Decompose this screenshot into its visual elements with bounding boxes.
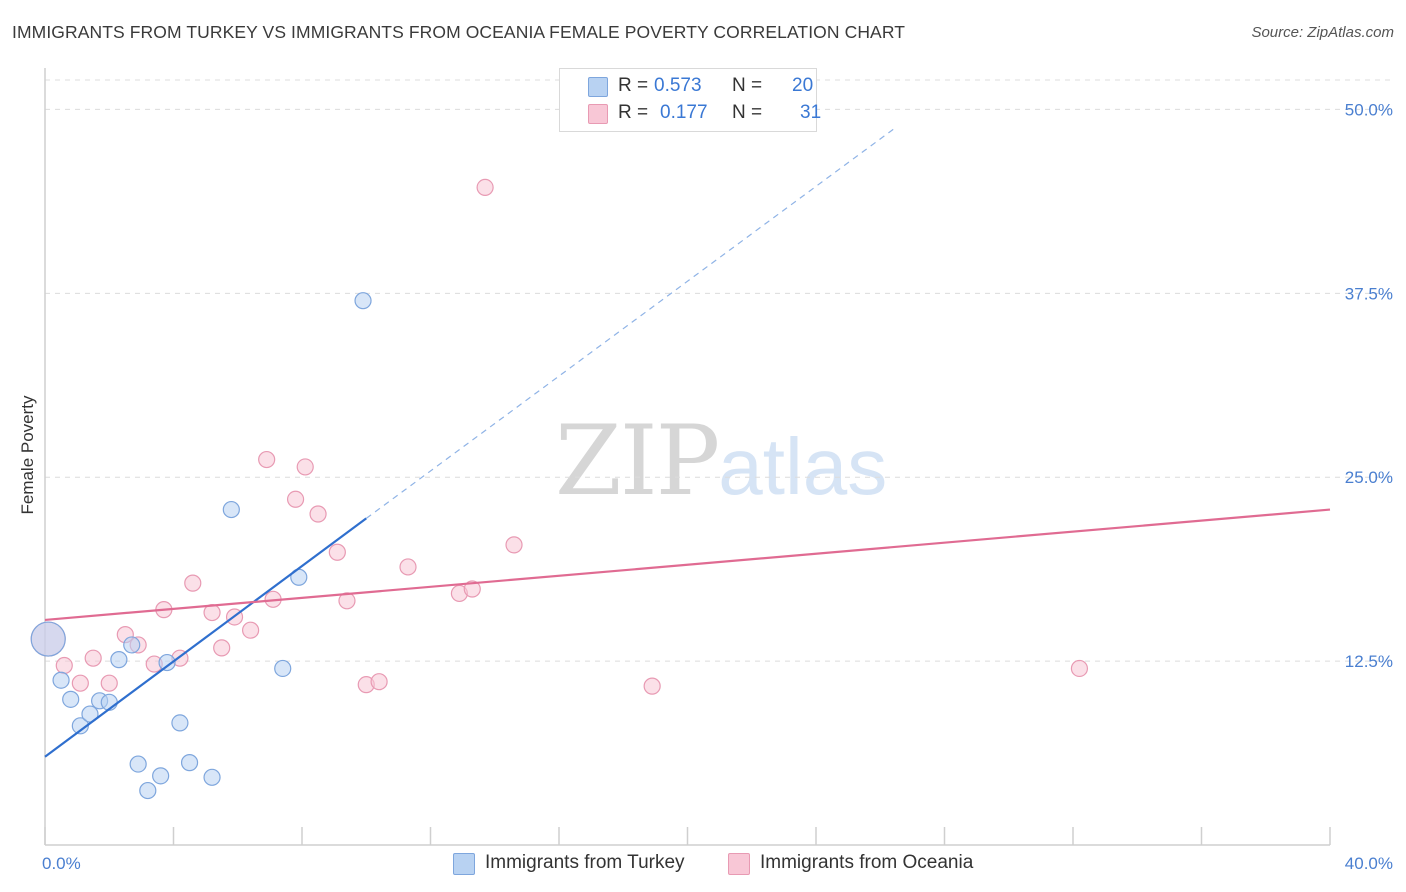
turkey-swatch bbox=[588, 77, 608, 97]
oceania-r-label: R = bbox=[618, 102, 649, 123]
oceania-point bbox=[370, 673, 388, 691]
turkey-point bbox=[203, 768, 221, 786]
legend-oceania-swatch bbox=[728, 853, 750, 875]
watermark-atlas: atlas bbox=[718, 422, 888, 511]
turkey-point bbox=[110, 651, 128, 669]
oceania-point bbox=[71, 674, 89, 692]
oceania-point bbox=[338, 592, 356, 610]
oceania-point bbox=[184, 574, 202, 592]
oceania-r-value: 0.177 bbox=[660, 102, 708, 123]
watermark: ZIPatlas bbox=[555, 405, 887, 517]
oceania-point bbox=[286, 490, 305, 508]
oceania-point bbox=[463, 580, 481, 598]
oceania-point bbox=[84, 649, 102, 667]
oceania-n-label: N = bbox=[732, 102, 763, 123]
turkey-point bbox=[129, 755, 147, 773]
y-tick-label: 50.0% bbox=[1345, 100, 1393, 119]
turkey-point bbox=[30, 621, 66, 657]
turkey-n-value: 20 bbox=[792, 75, 814, 96]
x-tick-label-max: 40.0% bbox=[1345, 854, 1393, 873]
oceania-point bbox=[100, 674, 118, 692]
oceania-n-value: 31 bbox=[800, 102, 822, 123]
turkey-point bbox=[158, 653, 176, 672]
turkey-point bbox=[152, 767, 170, 785]
oceania-swatch bbox=[588, 104, 608, 124]
oceania-point bbox=[399, 558, 417, 576]
oceania-point bbox=[296, 458, 314, 476]
oceania-point bbox=[476, 178, 494, 196]
turkey-n-label: N = bbox=[732, 75, 763, 96]
oceania-point bbox=[258, 450, 276, 469]
legend-oceania-label: Immigrants from Oceania bbox=[760, 852, 974, 873]
x-tick-label-min: 0.0% bbox=[42, 854, 81, 873]
oceania-point bbox=[242, 621, 260, 639]
turkey-point bbox=[139, 781, 157, 800]
turkey-trend-extension bbox=[365, 126, 897, 519]
oceania-point bbox=[213, 639, 231, 657]
oceania-point bbox=[328, 543, 346, 561]
stats-legend: R = 0.573 N = 20 R = 0.177 N = 31 bbox=[559, 68, 821, 132]
y-tick-label: 25.0% bbox=[1345, 468, 1393, 487]
source-label: Source: ZipAtlas.com bbox=[1251, 24, 1394, 41]
oceania-point bbox=[55, 656, 73, 675]
oceania-point bbox=[505, 536, 523, 554]
turkey-point bbox=[222, 500, 240, 519]
turkey-r-label: R = bbox=[618, 75, 649, 96]
turkey-point bbox=[274, 659, 292, 678]
turkey-point bbox=[180, 754, 199, 772]
turkey-r-value: 0.573 bbox=[654, 75, 702, 96]
turkey-point bbox=[62, 690, 80, 708]
turkey-trend-line bbox=[44, 517, 367, 758]
chart-title: IMMIGRANTS FROM TURKEY VS IMMIGRANTS FRO… bbox=[12, 22, 906, 42]
turkey-point bbox=[123, 636, 141, 654]
oceania-point bbox=[309, 505, 327, 523]
legend-turkey-swatch bbox=[453, 853, 475, 875]
turkey-point bbox=[171, 714, 189, 732]
oceania-trend-line bbox=[44, 508, 1331, 622]
y-tick-label: 12.5% bbox=[1345, 652, 1393, 671]
turkey-point bbox=[354, 292, 372, 310]
turkey-point bbox=[52, 671, 70, 689]
legend-turkey-label: Immigrants from Turkey bbox=[485, 852, 685, 873]
y-tick-label: 37.5% bbox=[1345, 284, 1393, 303]
oceania-point bbox=[1070, 659, 1089, 678]
watermark-zip: ZIP bbox=[555, 405, 720, 517]
oceania-point bbox=[643, 677, 661, 695]
